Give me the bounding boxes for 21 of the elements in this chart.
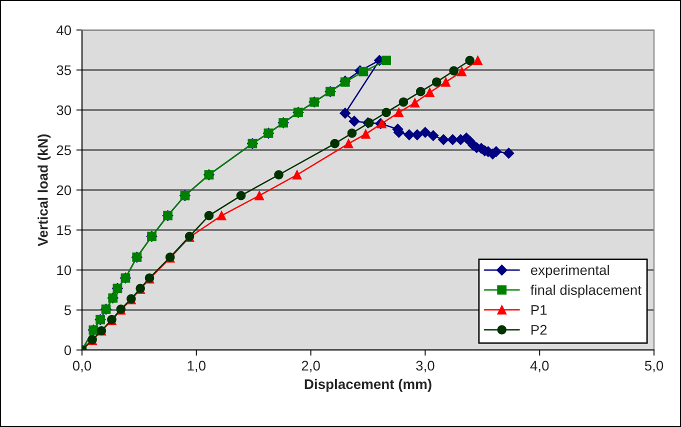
legend-label: final displacement <box>530 284 642 298</box>
x-tick-label: 1,0 <box>188 360 206 372</box>
x-tick-label: 3,0 <box>416 360 434 372</box>
x-axis-title: Displacement (mm) <box>304 378 432 392</box>
x-tick-label: 4,0 <box>530 360 549 372</box>
y-tick-label: 15 <box>57 225 72 236</box>
x-tick-label: 5,0 <box>644 360 664 372</box>
y-tick-label: 5 <box>64 305 71 316</box>
y-tick-label: 10 <box>57 265 72 276</box>
y-tick-label: 40 <box>56 25 72 36</box>
legend-label: P2 <box>531 324 547 335</box>
y-tick-label: 35 <box>56 65 72 76</box>
y-tick-label: 30 <box>56 105 72 116</box>
y-tick-label: 25 <box>56 145 72 156</box>
legend-label: P1 <box>531 305 547 315</box>
y-axis-title: Vertical load (kN) <box>38 134 51 246</box>
legend-label: experimental <box>530 264 609 278</box>
x-tick-label: 2,0 <box>302 360 320 372</box>
y-tick-label: 20 <box>56 185 72 196</box>
y-tick-label: 0 <box>64 345 72 356</box>
x-tick-label: 0,0 <box>72 360 92 372</box>
